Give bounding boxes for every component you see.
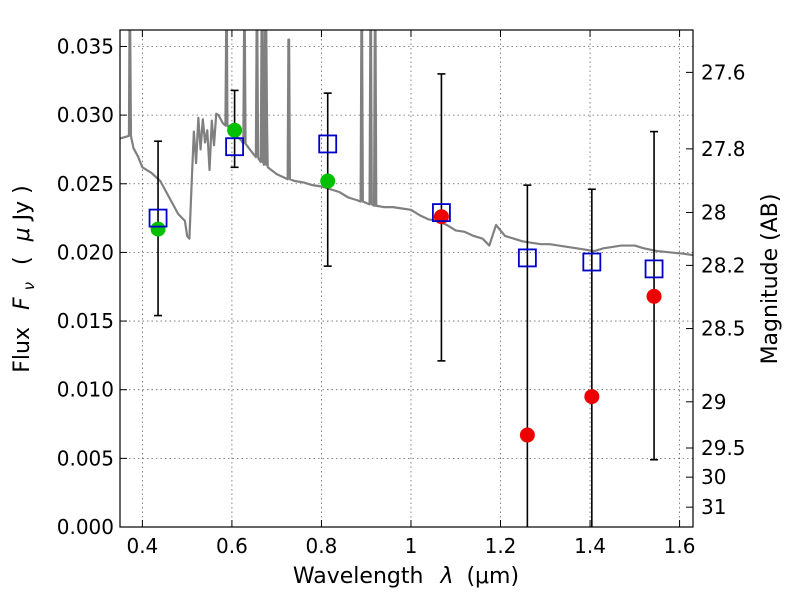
y-tick-label: 0.020 xyxy=(57,240,114,264)
grid xyxy=(120,30,693,528)
y2-tick-label: 28.2 xyxy=(701,253,746,277)
x-tick-label: 1.6 xyxy=(664,534,696,558)
y2-tick-label: 29.5 xyxy=(701,436,746,460)
data-point-circle xyxy=(227,122,243,138)
y-axis-label-text: Flux xyxy=(10,327,35,373)
x-axis-label-unit: (μm) xyxy=(466,564,519,589)
data-point-circle xyxy=(320,173,336,189)
y-axis-label-unit-mu: μ xyxy=(10,227,35,242)
data-point-square xyxy=(582,252,602,272)
error-bars xyxy=(154,73,659,527)
x-axis-label: Wavelength λ (μm) xyxy=(293,564,519,589)
plot-frame xyxy=(119,29,694,528)
x-tick-label: 1 xyxy=(405,534,418,558)
y2-tick-label: 29 xyxy=(701,390,726,414)
x-tick-label: 0.8 xyxy=(306,534,338,558)
y2-tick-label: 28 xyxy=(701,200,726,224)
data-point-circle xyxy=(584,389,600,405)
y-axis-label-symbol: F xyxy=(10,297,35,310)
y-tick-label: 0.035 xyxy=(57,34,114,58)
data-point-square xyxy=(225,137,245,157)
x-tick-label: 0.4 xyxy=(126,534,158,558)
x-tick-label: 0.6 xyxy=(216,534,248,558)
x-tick-label: 1.2 xyxy=(485,534,517,558)
y-tick-label: 0.015 xyxy=(57,309,114,333)
y2-tick-label: 31 xyxy=(701,495,726,519)
model-spectrum xyxy=(120,30,693,257)
y2-tick-label: 27.6 xyxy=(701,60,746,84)
x-axis-label-text: Wavelength xyxy=(293,564,424,589)
data-point-square xyxy=(318,134,338,154)
y-tick-label: 0.010 xyxy=(57,378,114,402)
data-point-square xyxy=(517,248,537,268)
y-axis-label-unit-rest: Jy ) xyxy=(10,185,35,222)
y-axis-label: Flux F ν ( μ Jy ) xyxy=(10,185,40,372)
data-point-circle xyxy=(646,288,662,304)
data-point-square xyxy=(432,203,451,223)
data-markers xyxy=(148,122,664,443)
y2-tick-label: 28.5 xyxy=(701,317,746,341)
x-tick-label: 1.4 xyxy=(574,534,606,558)
y2-tick-label: 27.8 xyxy=(701,137,746,161)
data-point-square xyxy=(644,259,664,279)
model-spectrum-line xyxy=(120,30,693,257)
x-axis-label-symbol: λ xyxy=(439,564,453,589)
y2-tick-label: 30 xyxy=(701,465,726,489)
y-tick-label: 0.000 xyxy=(57,515,114,539)
data-point-square xyxy=(148,208,168,228)
y-tick-label: 0.030 xyxy=(57,103,114,127)
axis-ticks: 0.4 0.6 0.8 1 1.2 1.4 1.6 0.000 0.005 0.010 0.015 0… xyxy=(57,30,746,558)
data-point-circle xyxy=(150,221,166,237)
y-axis-label-symbol-sub: ν xyxy=(20,282,38,290)
y-axis-label-unit-open: ( xyxy=(10,256,35,265)
y2-axis-label: Magnitude (AB) xyxy=(758,194,783,365)
data-point-circle xyxy=(519,427,535,443)
y-tick-label: 0.005 xyxy=(57,446,114,470)
y-tick-label: 0.025 xyxy=(57,172,114,196)
